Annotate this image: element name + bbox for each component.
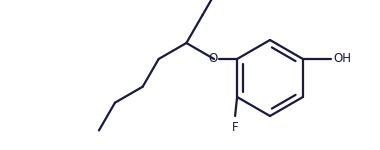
Text: O: O — [209, 52, 218, 66]
Text: F: F — [232, 121, 238, 134]
Text: OH: OH — [333, 52, 351, 66]
